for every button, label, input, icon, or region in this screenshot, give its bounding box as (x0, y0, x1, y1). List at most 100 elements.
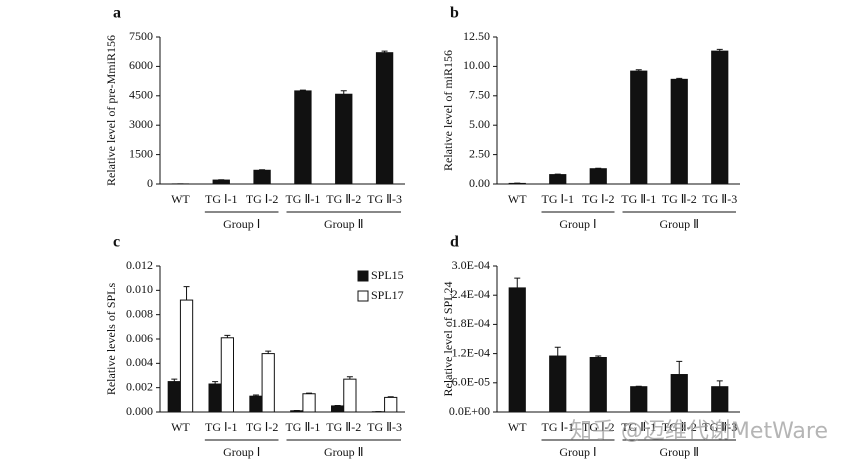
group-label: Group Ⅱ (659, 445, 699, 459)
error-bar (346, 376, 353, 380)
x-tick-label: WT (508, 192, 527, 206)
error-bar (299, 89, 306, 91)
error-bar (252, 394, 259, 397)
error-bar (171, 378, 178, 382)
error-bar (635, 69, 642, 72)
panel-letter: a (113, 5, 121, 22)
bar (167, 381, 181, 413)
y-tick-label: 3000 (129, 117, 153, 131)
x-tick-label: TG Ⅰ-2 (246, 420, 279, 434)
y-tick-label: 3.0E-04 (452, 258, 490, 272)
y-tick-label: 7500 (129, 29, 153, 43)
error-bar (387, 396, 394, 398)
legend-label: SPL15 (371, 268, 404, 282)
x-tick-label: TG Ⅱ-3 (702, 192, 737, 206)
y-tick-label: 0.006 (126, 331, 153, 345)
bar (208, 383, 222, 413)
x-tick-label: TG Ⅱ-3 (702, 420, 737, 434)
y-axis-title: Relative level of miR156 (441, 50, 455, 171)
bar (670, 78, 688, 185)
bar (711, 50, 729, 185)
x-tick-label: TG Ⅱ-3 (367, 192, 402, 206)
bar (508, 287, 526, 413)
bar (549, 355, 567, 413)
x-tick-label: TG Ⅱ-1 (285, 192, 320, 206)
legend-swatch (357, 290, 369, 302)
bar (375, 52, 394, 185)
y-tick-label: 0 (147, 176, 153, 190)
y-tick-label: 6.0E-05 (452, 375, 490, 389)
panel-letter: c (113, 234, 120, 251)
bar (179, 299, 194, 413)
x-tick-label: TG Ⅱ-2 (326, 192, 361, 206)
y-axis-title: Relative level of SPL24 (441, 282, 455, 397)
y-tick-label: 0.00 (469, 176, 490, 190)
y-tick-label: 0.010 (126, 282, 153, 296)
error-bar (381, 50, 388, 53)
error-bar (595, 355, 602, 358)
y-tick-label: 10.00 (463, 58, 490, 72)
y-axis-title: Relative level of pre-MmiR156 (104, 35, 118, 186)
error-bar (554, 346, 561, 357)
bar (630, 386, 648, 413)
y-tick-label: 5.00 (469, 117, 490, 131)
bar (630, 70, 648, 185)
group-label: Group Ⅱ (659, 217, 699, 231)
bar (331, 405, 345, 413)
y-tick-label: 2.4E-04 (452, 287, 490, 301)
x-tick-label: TG Ⅰ-2 (246, 192, 279, 206)
bar (302, 393, 316, 413)
x-tick-label: TG Ⅱ-2 (662, 420, 697, 434)
y-tick-label: 0.0E+00 (449, 404, 490, 418)
x-tick-label: TG Ⅰ-1 (541, 192, 574, 206)
watermark: 知乎 @迈维代谢MetWare (570, 419, 828, 444)
y-tick-label: 0.002 (126, 379, 153, 393)
x-tick-label: WT (508, 420, 527, 434)
x-tick-label: TG Ⅰ-1 (205, 192, 238, 206)
y-tick-label: 0.008 (126, 306, 153, 320)
x-tick-label: TG Ⅰ-1 (205, 420, 238, 434)
group-label: Group Ⅰ (559, 217, 596, 231)
bar (343, 378, 357, 413)
y-tick-label: 12.50 (463, 29, 490, 43)
error-bar (716, 48, 723, 52)
y-tick-label: 1.2E-04 (452, 345, 490, 359)
x-tick-label: TG Ⅱ-1 (621, 192, 656, 206)
group-label: Group Ⅰ (559, 445, 596, 459)
group-label: Group Ⅱ (324, 445, 364, 459)
bar (253, 169, 271, 185)
error-bar (340, 90, 347, 95)
group-label: Group Ⅱ (324, 217, 364, 231)
y-tick-label: 4500 (129, 88, 153, 102)
bar (220, 337, 234, 413)
error-bar (265, 350, 272, 354)
x-tick-label: TG Ⅱ-2 (662, 192, 697, 206)
y-tick-label: 0.004 (126, 355, 153, 369)
bar (261, 353, 275, 413)
y-tick-label: 7.50 (469, 88, 490, 102)
bar (549, 174, 567, 185)
x-tick-label: TG Ⅱ-3 (367, 420, 402, 434)
y-axis-title: Relative levels of SPLs (104, 283, 118, 396)
panel-letter: b (450, 5, 459, 22)
legend-swatch (357, 270, 369, 282)
bar (294, 90, 312, 185)
x-tick-label: TG Ⅰ-2 (582, 192, 615, 206)
error-bar (259, 169, 266, 171)
panel-letter: d (450, 234, 459, 251)
x-tick-label: TG Ⅰ-1 (541, 420, 574, 434)
bar (589, 356, 607, 413)
y-tick-label: 6000 (129, 58, 153, 72)
bar (589, 168, 607, 185)
x-tick-label: TG Ⅱ-1 (621, 420, 656, 434)
error-bar (306, 392, 313, 394)
y-tick-label: 0.012 (126, 258, 153, 272)
bar (212, 179, 230, 185)
group-label: Group Ⅰ (223, 217, 260, 231)
error-bar (183, 286, 190, 301)
x-tick-label: TG Ⅱ-2 (326, 420, 361, 434)
x-tick-label: TG Ⅰ-2 (582, 420, 615, 434)
x-tick-label: TG Ⅱ-1 (285, 420, 320, 434)
error-bar (676, 77, 683, 80)
